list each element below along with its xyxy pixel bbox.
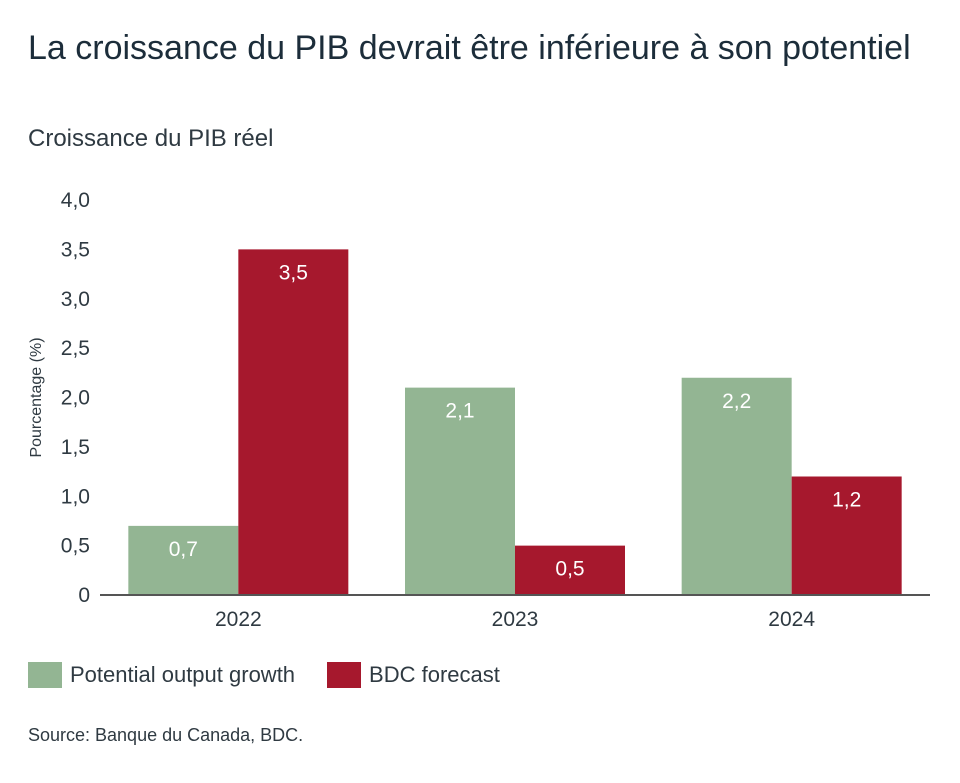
chart-title: La croissance du PIB devrait être inféri… xyxy=(28,29,911,67)
y-tick-label: 1,5 xyxy=(61,436,90,459)
y-tick-label: 0,5 xyxy=(61,535,90,558)
bar xyxy=(128,525,239,595)
bar xyxy=(681,377,792,595)
y-tick-label: 4,0 xyxy=(61,189,90,212)
bar-value-label: 1,2 xyxy=(832,489,861,512)
y-tick-label: 0 xyxy=(78,584,90,607)
y-tick-label: 3,0 xyxy=(61,288,90,311)
bar xyxy=(791,476,902,595)
bar-value-label: 3,5 xyxy=(279,261,308,284)
x-tick-label: 2024 xyxy=(768,608,815,631)
legend-label-potential: Potential output growth xyxy=(70,662,296,687)
y-tick-label: 2,0 xyxy=(61,387,90,410)
legend-label-bdc: BDC forecast xyxy=(369,662,500,687)
bar xyxy=(515,545,625,595)
y-axis-label: Pourcentage (%) xyxy=(28,337,45,457)
legend-item-potential: Potential output growth xyxy=(28,662,295,688)
bar-value-label: 0,7 xyxy=(169,538,198,561)
y-tick-label: 2,5 xyxy=(61,337,90,360)
bar xyxy=(405,387,515,595)
y-tick-label: 3,5 xyxy=(61,238,90,261)
legend-swatch-potential xyxy=(28,662,62,688)
legend-swatch-bdc xyxy=(327,662,362,688)
legend: Potential output growth BDC forecast xyxy=(28,662,532,688)
x-tick-label: 2022 xyxy=(215,608,262,631)
bar xyxy=(238,249,349,595)
bar-value-label: 2,1 xyxy=(445,400,474,423)
source-note: Source: Banque du Canada, BDC. xyxy=(28,725,304,745)
y-tick-label: 1,0 xyxy=(61,485,90,508)
x-tick-label: 2023 xyxy=(492,608,539,631)
bar-value-label: 2,2 xyxy=(722,390,751,413)
bar-chart: 0 0,5 1,0 1,5 2,0 2,5 3,0 3,5 4,0 Pourcentage (%)… xyxy=(28,189,930,631)
legend-item-bdc: BDC forecast xyxy=(327,662,500,688)
chart-subtitle: Croissance du PIB réel xyxy=(28,125,274,152)
bar-value-label: 0,5 xyxy=(555,558,584,581)
